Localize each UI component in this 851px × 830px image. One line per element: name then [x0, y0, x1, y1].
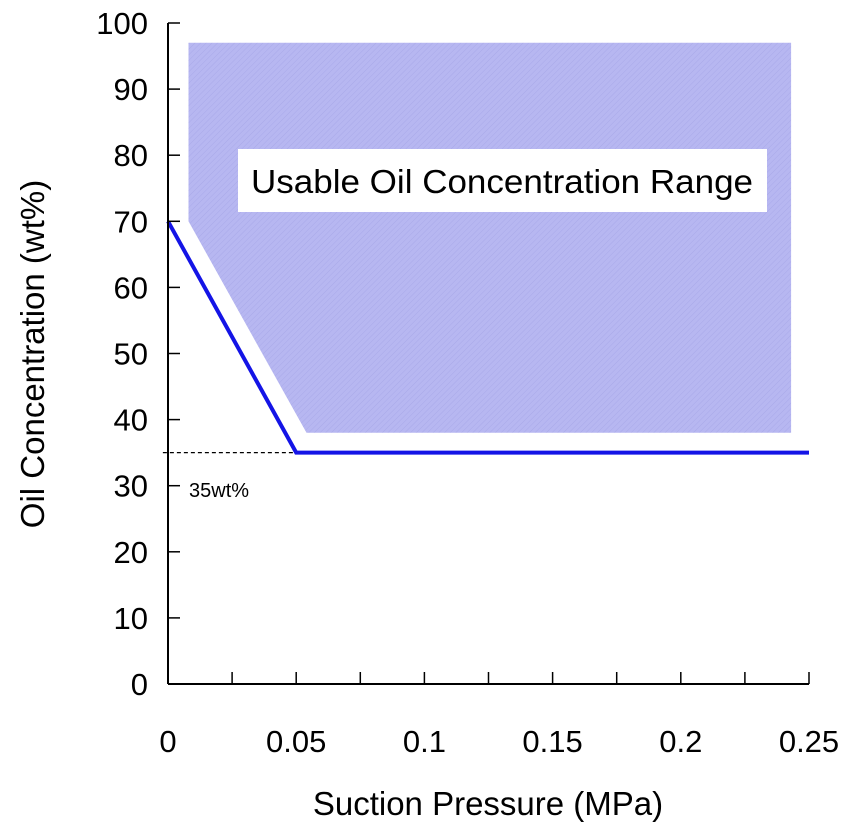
- x-tick-label: 0: [159, 724, 176, 759]
- y-tick-label: 80: [114, 138, 148, 173]
- usable-range-region: Usable Oil Concentration Range: [188, 42, 792, 433]
- region-label: Usable Oil Concentration Range: [251, 163, 753, 200]
- series-line-0: [166, 220, 809, 455]
- y-tick-label: 100: [96, 6, 148, 41]
- y-tick-label: 70: [114, 204, 148, 239]
- axes: [167, 22, 810, 685]
- y-tick-label: 60: [114, 270, 148, 305]
- x-tick-label: 0.1: [403, 724, 446, 759]
- y-tick-label: 50: [114, 337, 148, 372]
- x-tick-label: 0.15: [522, 724, 582, 759]
- labels: 0 10 20 30 40 50 60 70 80 90 100 0 0.05 0.1 0.15 0.2 0.2…: [14, 6, 839, 822]
- y-tick-label: 10: [114, 601, 148, 636]
- x-tick-label: 0.05: [266, 724, 326, 759]
- reference-line-group: 35wt%: [162, 452, 297, 502]
- y-tick-label: 20: [114, 535, 148, 570]
- y-tick-label: 30: [114, 469, 148, 504]
- usable-range-area: [188, 42, 792, 433]
- y-tick-label: 0: [131, 667, 148, 702]
- y-axis-title: Oil Concentration (wt%): [14, 180, 51, 528]
- x-tick-label: 0.2: [659, 724, 702, 759]
- y-tick-label: 90: [114, 72, 148, 107]
- region-label-box: [238, 149, 767, 212]
- reference-line-label: 35wt%: [189, 480, 249, 502]
- x-tick-label: 0.25: [779, 724, 839, 759]
- y-tick-label: 40: [114, 403, 148, 438]
- x-axis-title: Suction Pressure (MPa): [313, 785, 663, 822]
